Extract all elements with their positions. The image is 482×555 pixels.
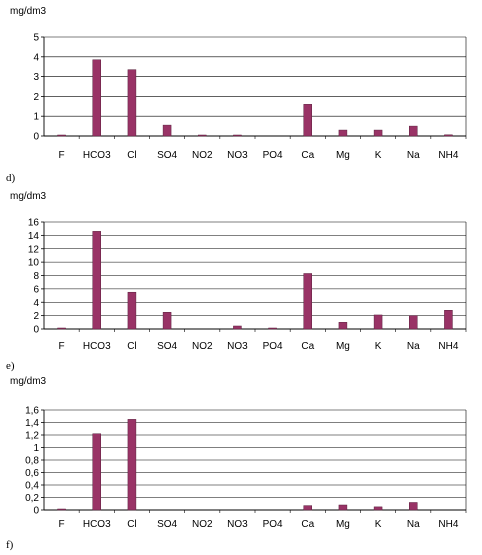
y-tick-label: 8 [33, 271, 39, 282]
y-tick-label: 4 [33, 52, 39, 63]
bar-f [57, 134, 66, 137]
x-category-label: F [59, 519, 65, 530]
bar-nh4 [444, 310, 453, 330]
x-category-label: NO3 [227, 341, 248, 352]
panel-label: f) [6, 539, 14, 551]
y-tick-label: 2 [33, 311, 39, 322]
x-category-label: PO4 [263, 341, 283, 352]
y-tick-label: 1,6 [25, 406, 39, 417]
y-tick-label: 0 [33, 325, 39, 336]
y-tick-label: 4 [33, 298, 39, 309]
x-category-label: Cl [127, 519, 136, 530]
y-tick-label: 0 [33, 506, 39, 517]
y-tick-label: 0,2 [25, 493, 39, 504]
x-category-label: Mg [336, 341, 350, 352]
bar-k [373, 314, 383, 330]
bar-na [409, 315, 418, 330]
y-tick-label: 1,4 [25, 418, 39, 429]
x-category-label: HCO3 [83, 150, 111, 161]
x-category-label: NO2 [192, 341, 213, 352]
y-tick-label: 1 [33, 112, 39, 123]
x-category-label: PO4 [263, 150, 283, 161]
bar-f [57, 508, 66, 511]
panel-label: e) [6, 360, 15, 372]
bar-hco3 [92, 231, 101, 330]
bar-ca [303, 273, 312, 330]
x-category-label: NO3 [227, 519, 248, 530]
y-tick-label: 16 [28, 218, 40, 229]
bar-mg [338, 322, 348, 330]
x-category-label: NH4 [438, 150, 458, 161]
x-category-label: K [375, 150, 382, 161]
y-axis-unit-label: mg/dm3 [10, 6, 47, 17]
bar-ca [303, 505, 312, 511]
x-category-label: F [59, 150, 65, 161]
y-tick-label: 0,6 [25, 468, 39, 479]
x-category-label: Mg [336, 150, 350, 161]
x-category-label: Cl [127, 150, 136, 161]
x-category-label: Ca [301, 341, 314, 352]
x-category-label: F [59, 341, 65, 352]
bar-hco3 [92, 433, 101, 511]
x-category-label: Na [407, 341, 420, 352]
bar-ca [303, 104, 312, 137]
x-category-label: Mg [336, 519, 350, 530]
y-tick-label: 2 [33, 92, 39, 103]
x-category-label: K [375, 341, 382, 352]
x-category-label: NO2 [192, 150, 213, 161]
x-category-label: PO4 [263, 519, 283, 530]
x-category-label: HCO3 [83, 341, 111, 352]
bar-no3 [233, 134, 242, 137]
bar-nh4 [444, 134, 453, 137]
bar-no2 [198, 134, 207, 137]
x-category-label: NH4 [438, 341, 458, 352]
x-category-label: Ca [301, 519, 314, 530]
y-tick-label: 10 [28, 258, 40, 269]
x-category-label: SO4 [157, 341, 177, 352]
x-category-label: HCO3 [83, 519, 111, 530]
x-category-label: NO3 [227, 150, 248, 161]
y-tick-label: 1 [33, 443, 39, 454]
bar-so4 [162, 124, 172, 137]
x-category-label: Na [407, 519, 420, 530]
x-category-label: NO2 [192, 519, 213, 530]
bar-na [409, 502, 418, 511]
bar-k [373, 506, 383, 511]
y-tick-label: 14 [28, 231, 40, 242]
y-tick-label: 0,8 [25, 456, 39, 467]
x-category-label: SO4 [157, 519, 177, 530]
bar-po4 [268, 327, 277, 330]
x-category-label: K [375, 519, 382, 530]
x-category-label: NH4 [438, 519, 458, 530]
y-tick-label: 6 [33, 284, 39, 295]
panel-label: d) [6, 172, 16, 184]
bar-hco3 [92, 59, 101, 137]
bar-cl [127, 69, 137, 137]
x-category-label: Ca [301, 150, 314, 161]
y-axis-unit-label: mg/dm3 [10, 376, 47, 387]
y-tick-label: 1,2 [25, 431, 39, 442]
bar-k [373, 129, 383, 137]
bar-cl [127, 419, 137, 511]
y-tick-label: 3 [33, 72, 39, 83]
y-tick-label: 12 [28, 244, 40, 255]
bar-no3 [233, 325, 242, 330]
y-axis-unit-label: mg/dm3 [10, 191, 47, 202]
y-tick-label: 5 [33, 33, 39, 44]
bar-f [57, 327, 66, 330]
x-category-label: SO4 [157, 150, 177, 161]
y-tick-label: 0,4 [25, 481, 39, 492]
x-category-label: Na [407, 150, 420, 161]
bar-mg [338, 504, 348, 511]
x-category-label: Cl [127, 341, 136, 352]
bar-so4 [162, 312, 172, 330]
bar-mg [338, 129, 348, 137]
y-tick-label: 0 [33, 132, 39, 143]
bar-cl [127, 291, 137, 330]
bar-na [409, 125, 418, 137]
